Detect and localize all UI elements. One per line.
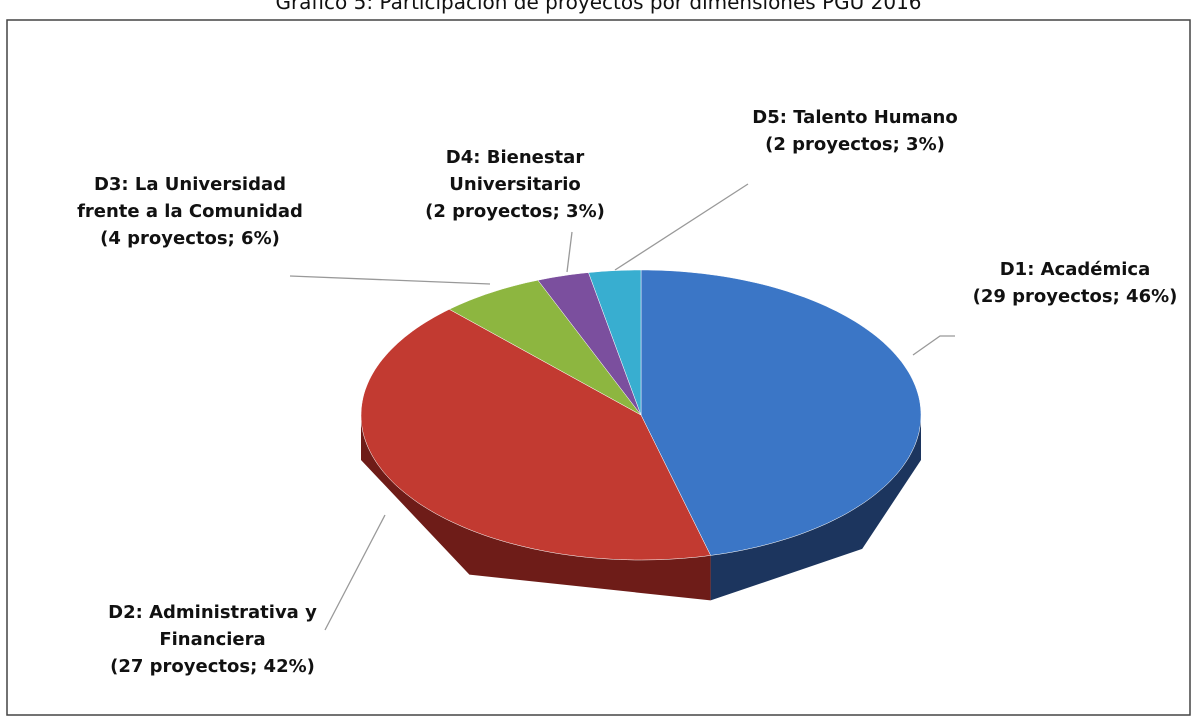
slice: [588, 269, 642, 416]
chart-border: [6, 19, 1191, 716]
pie: [360, 269, 922, 601]
slice-label: D2: Administrativa y Financiera (27 proye…: [70, 599, 355, 680]
slice: [537, 272, 642, 416]
value-label: (2 proyectos; 3%): [765, 134, 945, 155]
slice-label: D1: Académica (29 proyectos; 46%): [950, 256, 1197, 310]
category-label: D1: Académica: [999, 259, 1151, 280]
category-label: D5: Talento Humano: [752, 107, 958, 128]
slice: [448, 279, 642, 416]
slice-label: D5: Talento Humano (2 proyectos; 3%): [745, 104, 965, 158]
leader-line: [289, 275, 491, 285]
category-label: D2: Administrativa y Financiera: [108, 602, 317, 650]
category-label: D4: Bienestar Universitario: [445, 147, 585, 195]
value-label: (4 proyectos; 6%): [100, 228, 280, 249]
value-label: (2 proyectos; 3%): [425, 201, 605, 222]
slice-side: [361, 415, 711, 601]
leader-line: [566, 231, 573, 273]
slice-side: [710, 415, 921, 601]
value-label: (29 proyectos; 46%): [972, 286, 1178, 307]
slice-label: D3: La Universidad frente a la Comunidad…: [70, 171, 310, 252]
leader-line: [324, 514, 386, 631]
leader-line: [912, 335, 955, 356]
leader-line: [614, 183, 749, 271]
slice: [360, 309, 711, 561]
value-label: (27 proyectos; 42%): [110, 656, 315, 677]
chart-title: Gráfico 5: Participación de proyectos po…: [275, 0, 922, 14]
category-label: D3: La Universidad frente a la Comunidad: [77, 174, 303, 222]
slice: [640, 269, 922, 556]
slice-label: D4: Bienestar Universitario (2 proyectos;…: [400, 144, 630, 225]
